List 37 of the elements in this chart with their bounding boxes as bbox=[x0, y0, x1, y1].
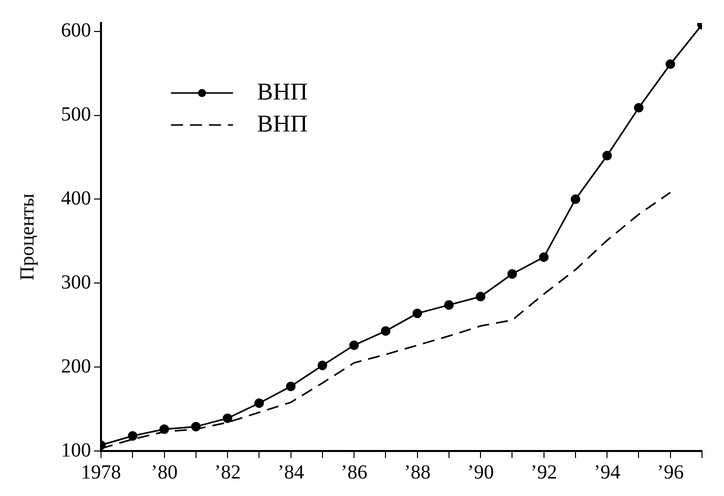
point bbox=[286, 382, 296, 392]
point bbox=[476, 292, 486, 302]
y-axis-title: Проценты bbox=[16, 194, 38, 280]
y-tick-label: 200 bbox=[61, 355, 91, 378]
point bbox=[349, 340, 359, 350]
point bbox=[507, 269, 518, 279]
x-tick-label: ’88 bbox=[404, 461, 431, 484]
x-tick-label: ’94 bbox=[594, 461, 620, 484]
point bbox=[666, 59, 676, 69]
point bbox=[570, 194, 580, 204]
x-tick-label: ’82 bbox=[214, 461, 241, 484]
point bbox=[380, 326, 390, 336]
legend-label: ВНП bbox=[257, 111, 308, 138]
y-tick-label: 600 bbox=[61, 20, 91, 42]
point bbox=[318, 360, 328, 370]
point bbox=[412, 308, 422, 318]
point bbox=[539, 252, 549, 262]
x-tick-label: ’86 bbox=[340, 461, 368, 484]
x-tick-label: ’80 bbox=[150, 461, 178, 484]
x-tick-label: ’92 bbox=[530, 461, 558, 484]
point bbox=[634, 102, 644, 113]
point bbox=[444, 300, 454, 310]
legend-label: ВНП bbox=[257, 79, 308, 106]
point bbox=[191, 422, 201, 432]
y-tick-label: 500 bbox=[61, 104, 91, 126]
point bbox=[222, 413, 232, 424]
y-tick-label: 100 bbox=[61, 439, 91, 462]
point bbox=[602, 150, 612, 160]
y-tick-label: 300 bbox=[61, 271, 91, 294]
point bbox=[159, 424, 170, 434]
x-tick-label: ’96 bbox=[657, 461, 684, 484]
x-tick-label: ’90 bbox=[467, 461, 494, 484]
point bbox=[128, 431, 138, 441]
y-tick-label: 400 bbox=[61, 187, 91, 210]
x-tick-label: 1978 bbox=[81, 461, 121, 484]
point bbox=[254, 398, 264, 408]
x-tick-label: ’84 bbox=[277, 461, 304, 484]
